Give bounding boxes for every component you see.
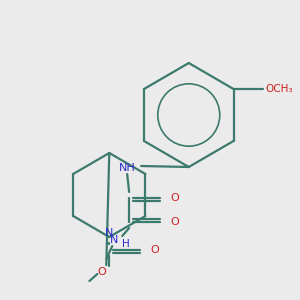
Text: N: N (105, 228, 113, 238)
Text: O: O (150, 245, 159, 255)
Text: OCH₃: OCH₃ (265, 84, 293, 94)
Text: O: O (97, 267, 106, 277)
Text: NH: NH (119, 163, 136, 173)
Text: O: O (170, 217, 178, 227)
Text: H: H (122, 239, 130, 249)
Text: O: O (170, 193, 178, 203)
Text: N: N (110, 235, 118, 245)
